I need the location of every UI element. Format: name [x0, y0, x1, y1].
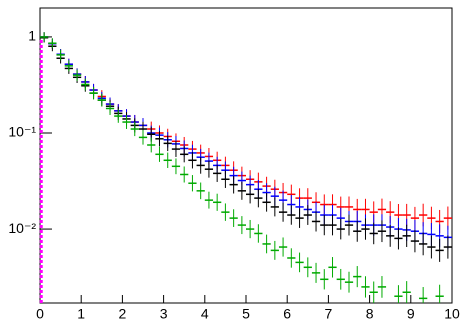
x-tick-label: 4: [201, 306, 209, 322]
y-tick-label: 10⁻²: [8, 220, 36, 236]
x-tick-label: 8: [366, 306, 374, 322]
x-tick-label: 5: [242, 306, 250, 322]
y-tick-label: 10⁻¹: [8, 124, 36, 140]
x-tick-label: 0: [36, 306, 44, 322]
x-tick-label: 1: [77, 306, 85, 322]
plot-frame: [39, 7, 453, 304]
x-tick-label: 3: [160, 306, 168, 322]
y-tick-label: 1: [28, 28, 36, 44]
x-tick-label: 2: [119, 306, 127, 322]
x-tick-label: 10: [444, 306, 460, 322]
x-tick-label: 9: [407, 306, 415, 322]
x-tick-label: 7: [325, 306, 333, 322]
x-tick-label: 6: [283, 306, 291, 322]
